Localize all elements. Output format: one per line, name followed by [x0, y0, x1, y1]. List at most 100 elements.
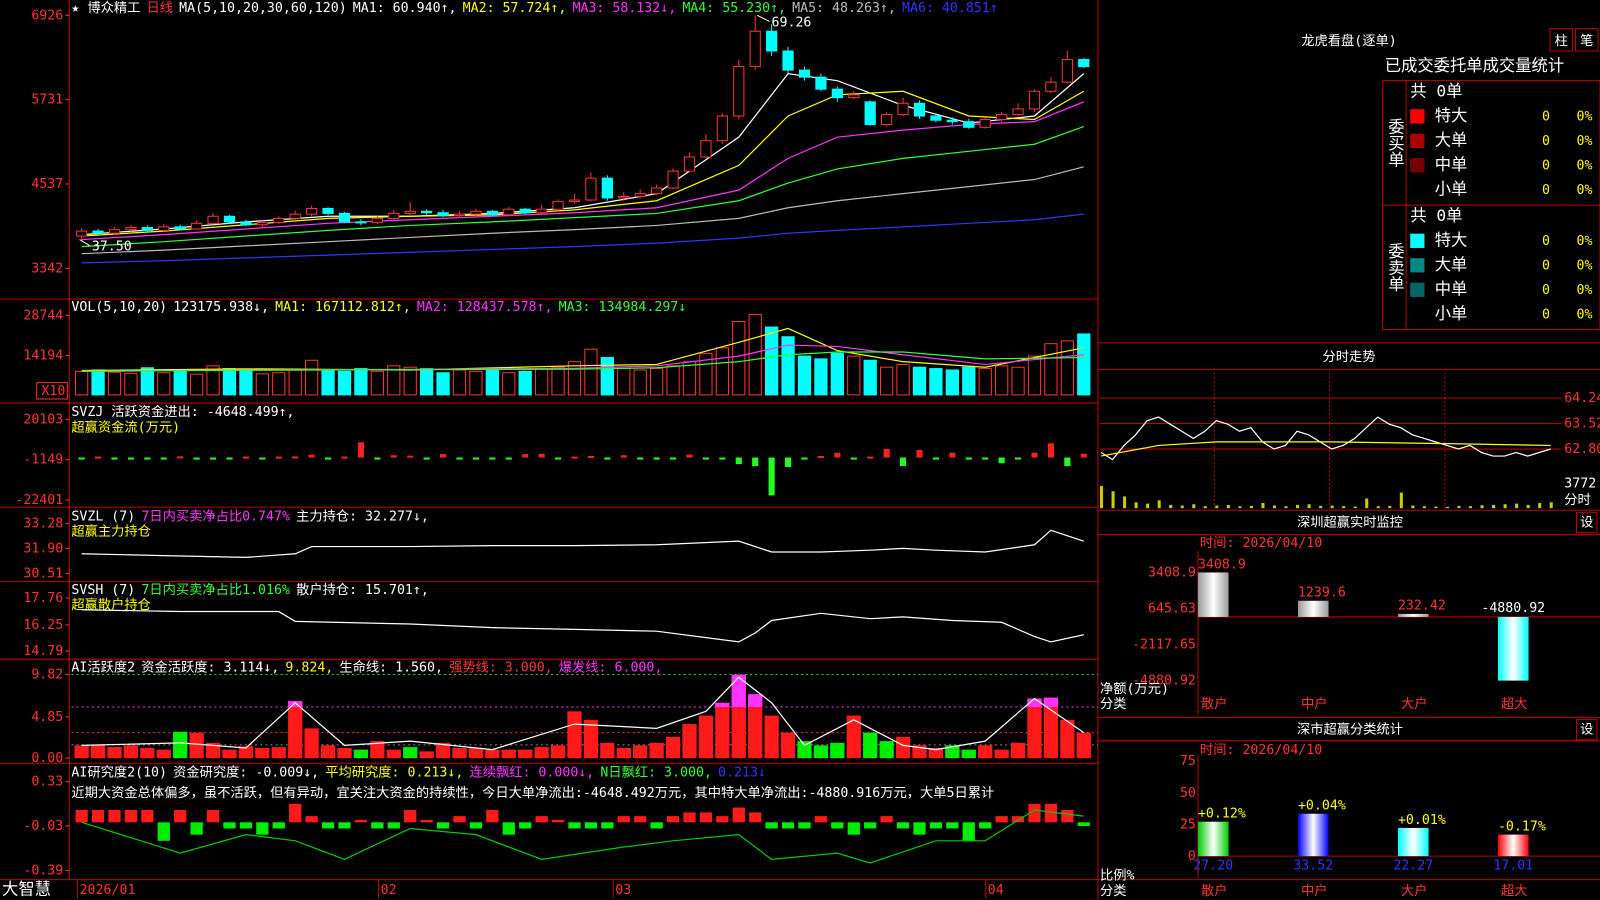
activity-bar [1076, 732, 1091, 759]
flow-bar [998, 457, 1005, 464]
research-bar [864, 822, 877, 829]
flow-bar [555, 457, 562, 460]
annotation: 69.26 [772, 15, 812, 30]
activity-bar [123, 745, 139, 759]
row-count: 0 [1542, 283, 1550, 298]
research-bar [453, 816, 466, 823]
volume-bar [534, 368, 549, 396]
activity-bar-top [1043, 697, 1059, 708]
flow-bar [735, 457, 742, 465]
volume-bar [173, 369, 187, 396]
volume-bar [666, 365, 680, 396]
volume-bar [387, 365, 401, 396]
volume-bar [1077, 333, 1091, 396]
axis-label: 净额(万元) [1100, 681, 1169, 697]
volume-bar [830, 352, 844, 396]
activity-bar [485, 749, 500, 759]
y-tick-label: 0 [1188, 849, 1196, 864]
research-bar [1077, 822, 1090, 827]
time-label: 时间: 2026/04/10 [1200, 535, 1322, 551]
bar [1397, 827, 1429, 857]
y-tick-label: -4880.92 [1132, 674, 1196, 689]
minute-volume [1330, 505, 1334, 509]
activity-bar [698, 715, 714, 759]
minute-volume [1549, 502, 1553, 509]
candle-body [913, 102, 926, 117]
candle-body [174, 226, 186, 230]
research-bar [732, 807, 745, 823]
volume-bar [765, 326, 779, 396]
panel-label: 资金活跃度: 3.114↓, [141, 659, 279, 675]
button[interactable] [1576, 718, 1598, 741]
activity-bar [189, 732, 204, 759]
volume-bar [994, 365, 1009, 396]
research-bar [502, 822, 515, 835]
button-label[interactable]: 柱 [1555, 33, 1568, 49]
flow-bar [259, 457, 266, 460]
research-bar [91, 809, 105, 823]
button[interactable] [1576, 511, 1598, 534]
research-bar [1044, 803, 1058, 823]
row-name: 中单 [1435, 155, 1468, 174]
activity-bar [1027, 698, 1042, 759]
research-bar [995, 816, 1008, 823]
activity-bar [567, 711, 582, 759]
minute-volume [1492, 504, 1496, 509]
unit-box [36, 382, 68, 400]
candle-body [141, 227, 153, 231]
minute-volume [1422, 506, 1426, 509]
bar [1397, 613, 1429, 617]
candle-body [864, 101, 876, 125]
volume-bar [781, 336, 795, 396]
minute-volume [1457, 505, 1461, 509]
research-bar [108, 809, 121, 823]
button-label[interactable]: 笔 [1580, 33, 1593, 49]
volume-bar [945, 369, 959, 396]
change-label: +0.01% [1398, 813, 1446, 828]
volume-bar [1044, 343, 1058, 396]
research-bar [962, 822, 975, 841]
volume-bar [189, 373, 204, 396]
research-bar [1028, 803, 1041, 823]
candle-body [716, 115, 728, 142]
volume-bar [896, 363, 910, 396]
activity-bar-top [288, 701, 303, 708]
activity-bar [600, 742, 615, 759]
flow-bar [900, 457, 907, 467]
flow-bar [407, 455, 414, 458]
holding-line [81, 529, 1084, 559]
y-tick-label: 3408.9 [1148, 565, 1196, 580]
research-bar [338, 822, 351, 829]
button[interactable] [1575, 28, 1599, 52]
volume-bar [518, 370, 532, 396]
button-label[interactable]: 设 [1580, 514, 1593, 530]
volume-bar [502, 372, 516, 396]
bar [1297, 813, 1329, 857]
minute-volume [1169, 504, 1173, 509]
y-tick-label: 17.76 [23, 591, 63, 606]
y-tick-label: 5731 [31, 93, 63, 108]
minute-volume [1365, 498, 1369, 509]
y-tick-label: 4.85 [31, 710, 63, 725]
y-tick-label: 62.80 [1564, 442, 1600, 457]
volume-bar [239, 370, 253, 396]
volume-bar [929, 368, 943, 396]
volume-bar [880, 366, 894, 396]
flow-bar [275, 456, 282, 459]
button-label[interactable]: 设 [1580, 722, 1593, 738]
candle-body [125, 227, 137, 231]
candle-body [733, 66, 745, 117]
flow-bar [357, 442, 364, 458]
minute-volume [1226, 504, 1230, 509]
activity-bar [748, 694, 763, 759]
activity-bar [288, 701, 303, 759]
row-count: 0 [1542, 307, 1550, 322]
activity-bar [945, 745, 960, 759]
flow-bar [127, 457, 134, 460]
swatch [1410, 258, 1425, 273]
button[interactable] [1549, 28, 1573, 52]
candle-body [338, 212, 351, 223]
group-total: 共 0单 [1410, 81, 1462, 100]
row-count: 0 [1542, 109, 1550, 124]
